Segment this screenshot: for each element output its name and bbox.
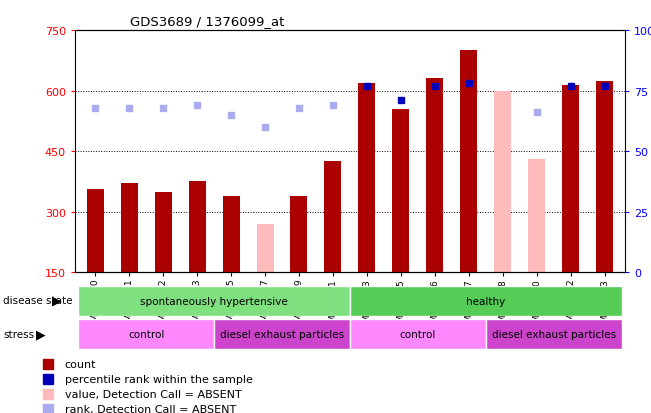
- Text: spontaneously hypertensive: spontaneously hypertensive: [140, 296, 288, 306]
- Text: control: control: [400, 329, 436, 339]
- Bar: [562, 85, 579, 273]
- Bar: [189, 182, 206, 273]
- Text: diesel exhaust particles: diesel exhaust particles: [492, 329, 616, 339]
- Bar: [78, 319, 214, 349]
- Bar: [78, 286, 350, 316]
- Bar: [120, 184, 137, 273]
- Bar: [87, 190, 104, 273]
- Bar: [87, 190, 104, 273]
- Bar: [426, 79, 443, 273]
- Text: GDS3689 / 1376099_at: GDS3689 / 1376099_at: [130, 15, 284, 28]
- Bar: [528, 160, 545, 273]
- Bar: [393, 109, 409, 273]
- Bar: [155, 192, 172, 273]
- Text: disease state: disease state: [3, 296, 73, 306]
- Bar: [324, 162, 341, 273]
- Text: count: count: [64, 359, 96, 369]
- Bar: [350, 319, 486, 349]
- Bar: [223, 196, 240, 273]
- Text: stress: stress: [3, 330, 35, 339]
- Text: rank, Detection Call = ABSENT: rank, Detection Call = ABSENT: [64, 404, 236, 413]
- Bar: [155, 192, 172, 273]
- Bar: [223, 196, 240, 273]
- Bar: [324, 162, 341, 273]
- Bar: [290, 196, 307, 273]
- Bar: [460, 51, 477, 273]
- Text: percentile rank within the sample: percentile rank within the sample: [64, 374, 253, 384]
- Text: control: control: [128, 329, 164, 339]
- Text: healthy: healthy: [466, 296, 505, 306]
- Text: value, Detection Call = ABSENT: value, Detection Call = ABSENT: [64, 389, 242, 399]
- Bar: [350, 286, 622, 316]
- Text: ▶: ▶: [52, 294, 62, 307]
- Bar: [494, 91, 511, 273]
- Bar: [486, 319, 622, 349]
- Bar: [120, 184, 137, 273]
- Bar: [214, 319, 350, 349]
- Bar: [596, 81, 613, 273]
- Bar: [189, 182, 206, 273]
- Text: diesel exhaust particles: diesel exhaust particles: [220, 329, 344, 339]
- Text: ▶: ▶: [36, 328, 46, 341]
- Bar: [359, 83, 376, 273]
- Bar: [256, 224, 273, 273]
